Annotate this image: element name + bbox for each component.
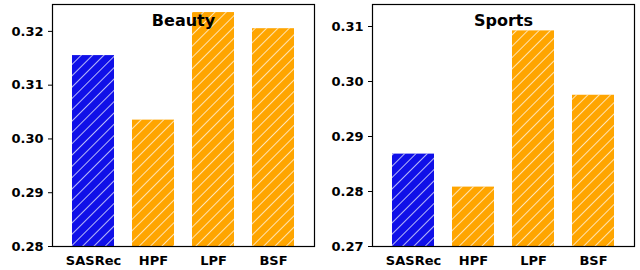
svg-text:0.28: 0.28 [11,239,43,254]
svg-text:Sports: Sports [474,11,533,30]
svg-text:0.30: 0.30 [331,74,363,89]
svg-text:SASRec: SASRec [386,253,441,268]
svg-text:Beauty: Beauty [152,11,216,30]
svg-text:SASRec: SASRec [66,253,121,268]
svg-text:LPF: LPF [520,253,547,268]
svg-text:0.30: 0.30 [11,131,43,146]
svg-text:HPF: HPF [139,253,168,268]
svg-text:0.29: 0.29 [11,185,43,200]
svg-text:0.29: 0.29 [331,129,363,144]
svg-text:HPF: HPF [459,253,488,268]
svg-text:BSF: BSF [579,253,607,268]
svg-text:0.31: 0.31 [11,77,43,92]
svg-text:0.31: 0.31 [331,19,363,34]
svg-text:0.27: 0.27 [331,239,363,254]
svg-text:LPF: LPF [200,253,227,268]
svg-text:BSF: BSF [259,253,287,268]
svg-text:0.28: 0.28 [331,184,363,199]
svg-text:0.32: 0.32 [11,24,43,39]
